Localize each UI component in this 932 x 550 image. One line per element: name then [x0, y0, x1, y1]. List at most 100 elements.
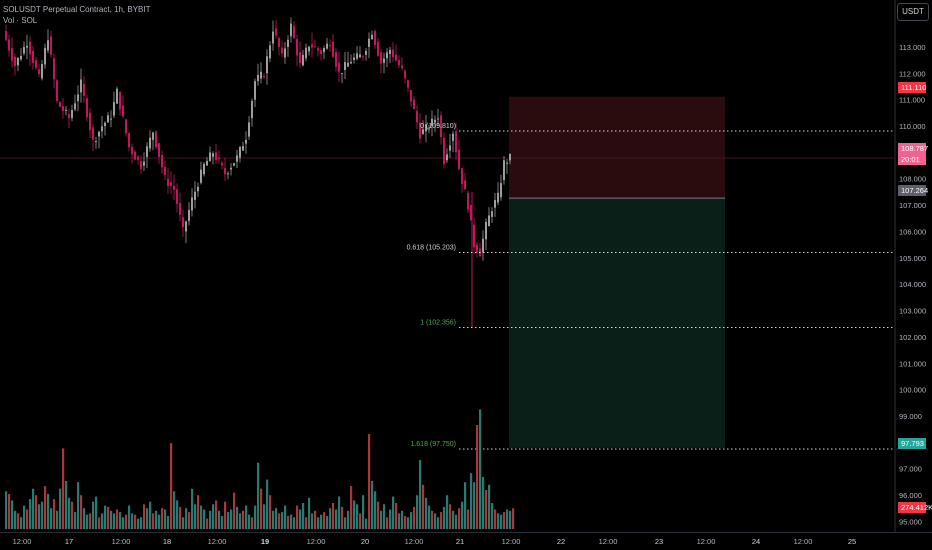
candle-body	[68, 114, 70, 119]
candle-body	[380, 52, 382, 64]
candle-body	[167, 178, 169, 186]
volume-bar	[74, 512, 77, 529]
candle-body	[44, 47, 46, 65]
volume-bar	[374, 491, 377, 529]
candle-body	[323, 48, 325, 53]
volume-bar	[407, 517, 410, 529]
symbol-title[interactable]: SOLUSDT Perpetual Contract, 1h, BYBIT	[3, 5, 151, 14]
countdown-timer: 20:01	[901, 155, 920, 164]
candle-body	[161, 155, 163, 168]
volume-bar	[161, 508, 164, 529]
volume-bar	[353, 500, 356, 529]
y-tick-label: 112.000	[899, 69, 926, 78]
candle-body	[152, 132, 154, 140]
volume-bar	[290, 514, 293, 529]
volume-bar	[395, 503, 398, 529]
candle-body	[437, 118, 439, 120]
candle-body	[233, 163, 235, 166]
candle-body	[419, 122, 421, 139]
volume-bar	[392, 496, 395, 529]
x-tick-label: 12:00	[13, 537, 32, 546]
volume-bar	[242, 510, 245, 529]
volume-bar	[26, 509, 29, 529]
x-tick-label: 12:00	[112, 537, 131, 546]
volume-bar	[56, 510, 59, 529]
volume-bar	[116, 509, 119, 529]
volume-bar	[413, 506, 416, 529]
candle-body	[470, 205, 472, 221]
volume-bar	[449, 504, 452, 529]
candle-body	[47, 40, 49, 51]
volume-bar	[266, 479, 269, 529]
candle-body	[302, 54, 304, 66]
y-tick-label: 95.000	[899, 517, 922, 526]
volume-bar	[323, 512, 326, 529]
volume-bar	[47, 493, 50, 529]
candle-body	[422, 129, 424, 134]
candle-body	[305, 47, 307, 59]
volume-bar	[452, 510, 455, 529]
candle-body	[146, 146, 148, 157]
volume-bar	[401, 510, 404, 529]
candle-body	[221, 162, 223, 166]
y-tick-label: 101.000	[899, 359, 926, 368]
fib-level-label: 1 (102.356)	[420, 320, 456, 327]
candle-body	[491, 211, 493, 217]
x-tick-label: 22	[557, 537, 565, 546]
volume-bar	[17, 513, 20, 529]
candle-body	[509, 153, 511, 161]
volume-bar	[458, 508, 461, 529]
volume-bar	[11, 500, 14, 529]
x-tick-label: 21	[456, 537, 464, 546]
candle-body	[320, 50, 322, 54]
volume-bar	[86, 514, 89, 529]
fib-level-label: 1.618 (97.750)	[410, 441, 456, 448]
volume-bar	[455, 514, 458, 529]
volume-bar	[80, 495, 83, 529]
candle-body	[281, 47, 283, 54]
candle-body	[335, 52, 337, 67]
y-tick-label: 110.000	[899, 122, 926, 131]
candle-body	[269, 45, 271, 59]
candle-body	[197, 186, 199, 192]
volume-bar	[209, 510, 212, 529]
volume-bar	[296, 505, 299, 529]
candle-body	[476, 244, 478, 253]
candle-body	[140, 160, 142, 170]
volume-bar	[350, 486, 353, 529]
candle-body	[293, 25, 295, 38]
volume-indicator-label[interactable]: Vol · SOL	[3, 16, 38, 25]
candle-body	[53, 58, 55, 80]
candle-body	[428, 128, 430, 130]
volume-bar	[437, 517, 440, 529]
volume-bar	[389, 509, 392, 529]
volume-bar	[434, 513, 437, 529]
volume-bar	[431, 510, 434, 529]
volume-bar	[14, 510, 17, 529]
volume-bar	[272, 510, 275, 529]
candle-body	[377, 41, 379, 56]
candle-body	[134, 151, 136, 160]
candle-body	[26, 45, 28, 48]
candle-body	[128, 133, 130, 148]
candle-body	[458, 149, 460, 170]
candle-body	[404, 70, 406, 79]
volume-bar	[62, 448, 65, 529]
candle-body	[23, 47, 25, 54]
volume-bar	[503, 512, 506, 529]
volume-bar	[119, 512, 122, 529]
volume-bar	[20, 517, 23, 529]
stop-price-label: 111.110	[898, 82, 926, 93]
candle-body	[188, 209, 190, 221]
candle-body	[248, 122, 250, 137]
volume-bar	[281, 512, 284, 529]
volume-bar	[5, 491, 8, 529]
volume-bar	[224, 501, 227, 529]
last-price-value: 108.787	[901, 144, 929, 153]
currency-button[interactable]: USDT	[897, 3, 929, 21]
candle-body	[464, 180, 466, 190]
volume-bar	[479, 409, 482, 529]
volume-bar	[8, 493, 11, 529]
candle-body	[452, 133, 454, 141]
